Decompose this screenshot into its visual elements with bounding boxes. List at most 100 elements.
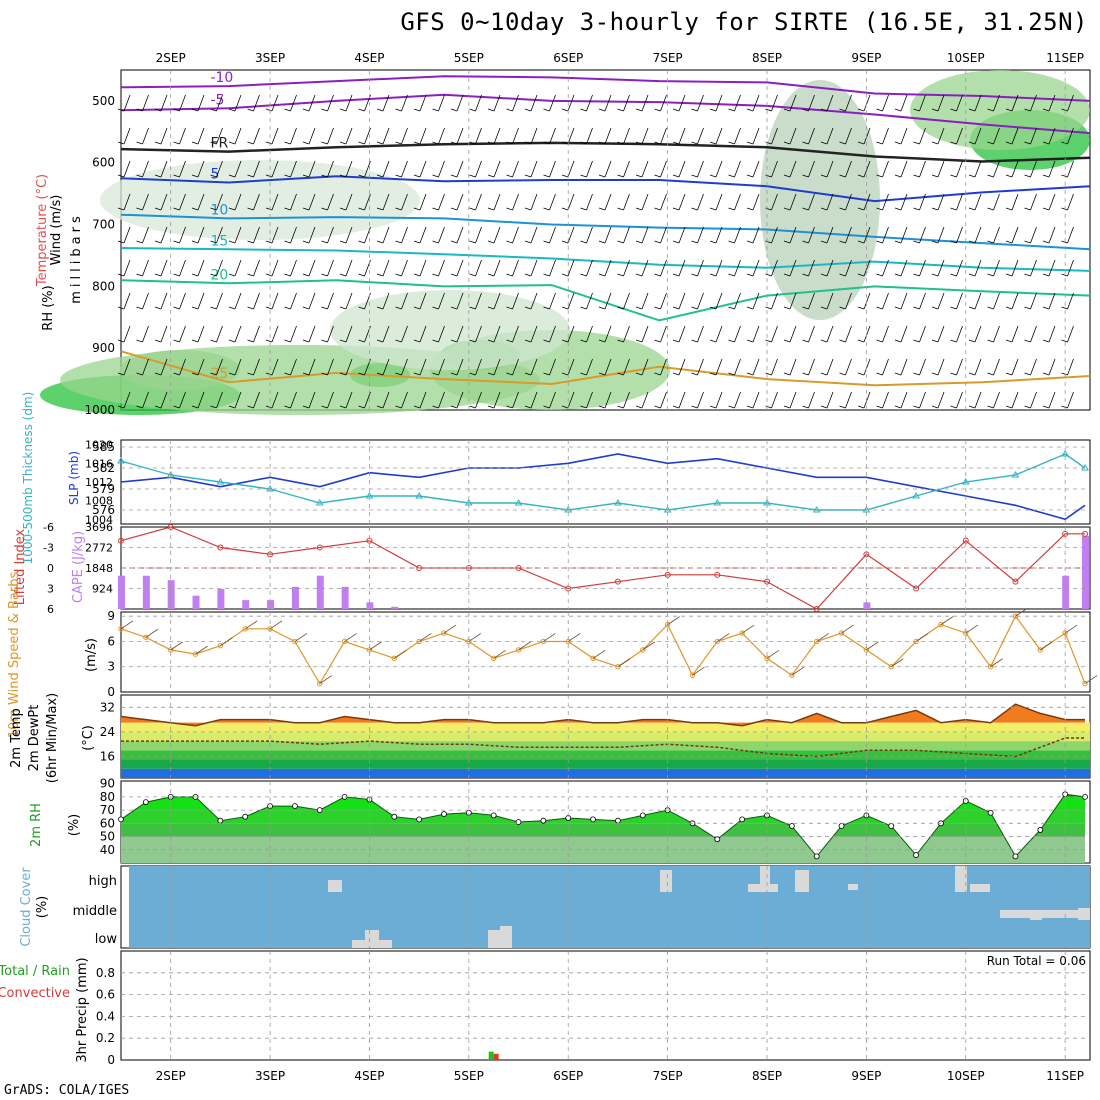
wind-barb (123, 160, 131, 178)
wind-barb (290, 127, 297, 145)
isotherm-label: 5 (210, 167, 219, 183)
wind-barb-flag (191, 207, 199, 211)
wind-barb-flag (968, 273, 976, 277)
wind-barb-flag (1005, 273, 1013, 277)
isotherm-20 (120, 279, 1091, 322)
credit-text: GrADS: COLA/IGES (4, 1083, 130, 1098)
rh-point (217, 817, 224, 824)
wind-barb-flag (987, 339, 994, 343)
wind-barb-flag (728, 207, 735, 211)
wind-barb-flag (450, 405, 458, 409)
wind-barb (438, 259, 445, 277)
wind-barb (512, 127, 519, 145)
wind-barb (345, 226, 353, 244)
wind-barb (401, 226, 408, 244)
wind-barb (1048, 325, 1056, 343)
wind-barb (271, 391, 279, 409)
wind-barb-flag (247, 141, 254, 145)
thickness-point (713, 499, 722, 506)
wind-barb-flag (173, 174, 180, 178)
wind-barb (382, 259, 390, 277)
wind-barb-flag (524, 174, 532, 178)
wind-barb (752, 259, 760, 277)
wind-barb-flag (802, 174, 809, 178)
wind-barb (160, 226, 168, 244)
wind-barb-flag (413, 240, 421, 244)
wind-barb-flag (413, 273, 421, 277)
wind-barb-flag (469, 405, 476, 409)
surface-wind-barb (766, 649, 780, 659)
wind-barb-flag (672, 372, 680, 376)
thickness-label: 1000-500mb Thickness (dm) (21, 392, 35, 565)
y-tick-label: 600 (92, 156, 115, 170)
wind-speed-point (938, 621, 944, 628)
wind-barb (1011, 292, 1019, 310)
wind-barb (678, 391, 686, 409)
cape-bar (118, 575, 125, 609)
surface-wind-barb (170, 641, 183, 651)
wind-barb (845, 127, 852, 145)
wind-barb (956, 160, 963, 178)
wind-barb (567, 94, 575, 112)
wind-barb (771, 259, 778, 277)
wind-barb (475, 226, 482, 244)
wind-barb-flag (561, 273, 569, 277)
wind-barb-flag (968, 174, 976, 178)
wind-barb-flag (1005, 240, 1013, 244)
wind-barb-flag (820, 141, 828, 145)
wind-barb-flag (857, 240, 865, 244)
wind-barb-flag (672, 405, 680, 409)
wind-barb (345, 127, 353, 145)
wind-barb-flag (987, 306, 994, 310)
wind-barb-flag (117, 273, 125, 277)
cloud-cell (760, 866, 770, 892)
surface-wind-barb (369, 641, 382, 651)
y-tick-label: 0.8 (96, 966, 115, 980)
minmax-label: (6hr Min/Max) (45, 693, 60, 783)
wind-barb-flag (1024, 141, 1031, 145)
wind-barb (826, 94, 834, 112)
wind-barb-flag (950, 207, 957, 211)
wind-barb-flag (450, 273, 458, 277)
wind-barb (271, 127, 279, 145)
wind-barb-flag (228, 174, 236, 178)
wind-barb-flag (321, 372, 328, 376)
wind-speed-point (1037, 647, 1044, 653)
wind-barb (456, 292, 464, 310)
wind-barb (789, 358, 797, 376)
wind-barb-flag (598, 405, 606, 409)
wind-barb (604, 325, 612, 343)
wind-barb (549, 94, 556, 112)
wind-barb (419, 127, 427, 145)
wind-barb (1030, 325, 1037, 343)
cape-bar (1062, 575, 1070, 609)
wind-barb-flag (210, 141, 217, 145)
wind-barb-flag (247, 306, 254, 310)
wind-barb (937, 325, 945, 343)
wind-barb-flag (709, 240, 717, 244)
wind-barb-flag (1042, 240, 1050, 244)
y-tick-label-right: 1016 (85, 457, 113, 470)
wind-barb (345, 193, 353, 211)
rh-point (590, 816, 596, 823)
wind-barb-flag (136, 372, 143, 376)
wind-barb-flag (191, 141, 199, 145)
wind-barb (678, 259, 686, 277)
wind-barb-flag (321, 141, 328, 145)
wind-barb (771, 358, 778, 376)
wind-barb-flag (635, 207, 643, 211)
wind-barb-flag (117, 372, 125, 376)
y-tick-label: 1000 (84, 403, 115, 417)
wind-barb-flag (746, 207, 754, 211)
wind-barb (197, 160, 205, 178)
wind-barb (900, 127, 908, 145)
wind-barb (937, 259, 945, 277)
wind-barb-flag (987, 174, 994, 178)
wind-barb (586, 127, 593, 145)
cloud-cell (848, 884, 858, 890)
wind-barb (438, 325, 445, 343)
wind-barb (715, 160, 723, 178)
wind-barb (1011, 127, 1019, 145)
wind-barb-flag (765, 273, 772, 277)
wind-barb (456, 94, 464, 112)
